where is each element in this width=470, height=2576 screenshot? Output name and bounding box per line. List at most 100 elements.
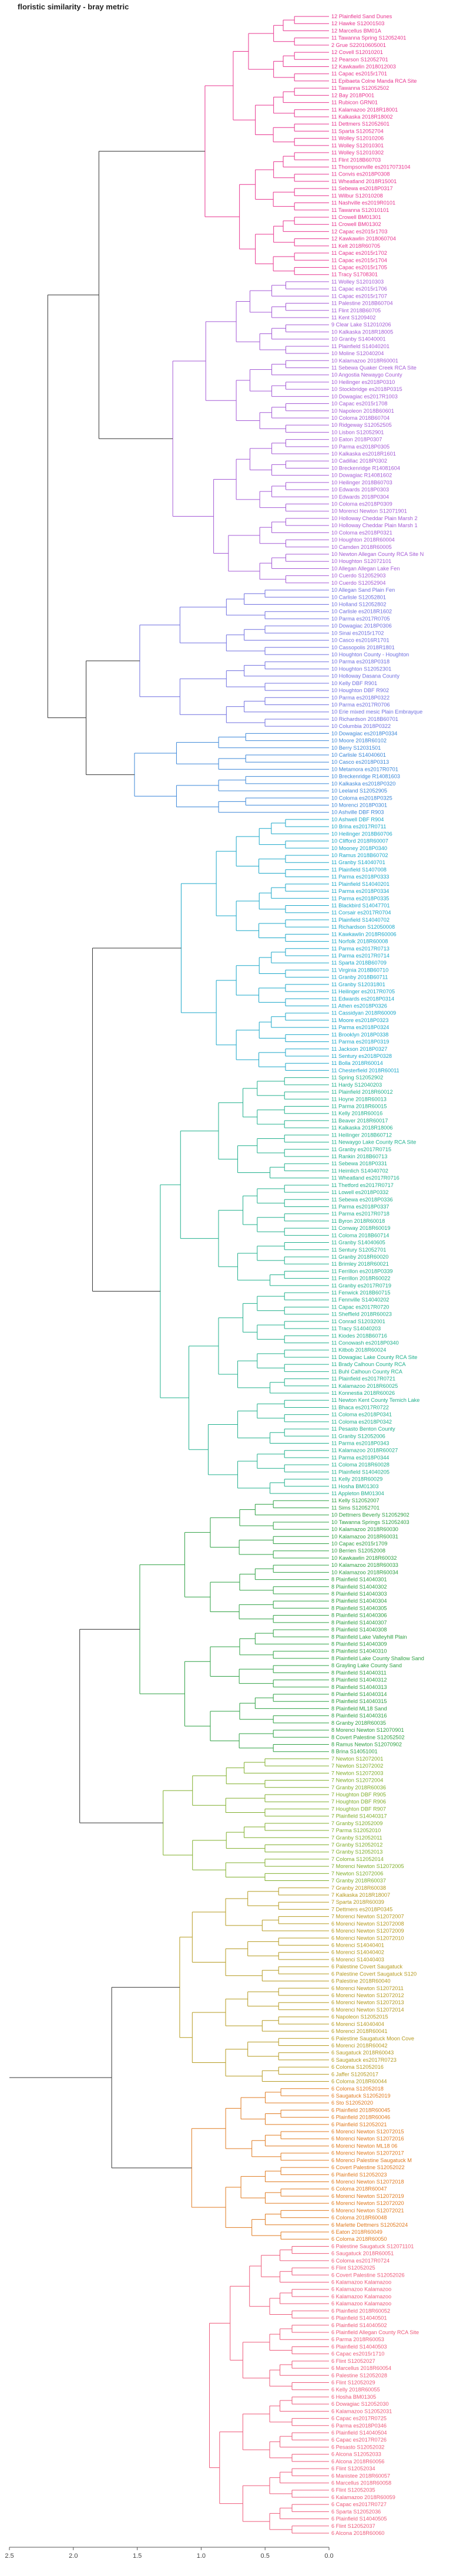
leaf-label: 8 Plainfield S14040312: [331, 1677, 387, 1683]
leaf-label: 10 Capac es2015r1708: [331, 401, 388, 407]
leaf-label: 11 Crowell BM01302: [331, 221, 381, 227]
leaf-label: 7 Granby 2018R60036: [331, 1785, 386, 1791]
leaf-label: 11 Pesasto Benton County: [331, 1426, 395, 1432]
leaf-label: 12 Kawkawlin 2018060704: [331, 236, 396, 242]
leaf-label: 7 Sparta 2018R60039: [331, 1899, 384, 1905]
leaf-label: 11 Corsair es2017R0704: [331, 910, 391, 916]
leaf-label: 10 Dowagiac R14081602: [331, 473, 392, 478]
leaf-label: 7 Granby S12052012: [331, 1842, 382, 1847]
leaf-label: 8 Plainfield S14040310: [331, 1648, 387, 1654]
leaf-label: 11 Capac es2015r1705: [331, 264, 387, 270]
leaf-label: 6 Flint S12052029: [331, 2380, 375, 2386]
leaf-label: 10 Holland S12052802: [331, 602, 387, 608]
leaf-label: 6 Flint S12052034: [331, 2466, 375, 2472]
leaf-label: 7 Morenci Newton S12072005: [331, 1863, 404, 1869]
leaf-label: 11 Capac es2015r1706: [331, 286, 387, 292]
leaf-label: 10 Parma es2018P0305: [331, 444, 390, 450]
leaf-label: 6 Plainfield 2018R60052: [331, 2308, 390, 2314]
leaf-label: 10 Kalamazoo 2018R60031: [331, 1533, 398, 1539]
leaf-label: 11 Wilbur S12010208: [331, 193, 383, 198]
leaf-label: 10 Sinai es2015r1702: [331, 630, 384, 636]
leaf-label: 10 Ramus 2018B60702: [331, 852, 388, 858]
leaf-label: 6 Flint S12052027: [331, 2358, 375, 2364]
leaf-label: 11 Kalkaska 2018R18006: [331, 1125, 393, 1131]
leaf-label: 11 Hosha BM01303: [331, 1483, 379, 1489]
leaf-label: 11 Kelly 2018R60016: [331, 1111, 382, 1117]
leaf-label: 6 Kelly 2018R60055: [331, 2387, 380, 2393]
leaf-label: 11 Kalamazoo 2018R60027: [331, 1448, 398, 1454]
leaf-label: 12 Pearson S12052701: [331, 56, 388, 62]
leaf-label: 8 Ramus Newton S12070902: [331, 1741, 402, 1747]
leaf-label: 6 Parma 2018R60053: [331, 2336, 384, 2342]
leaf-label: 6 Coloma S12052016: [331, 2064, 384, 2070]
leaf-label: 11 Tawanna Spring S12052401: [331, 35, 406, 41]
leaf-label: 11 Parma es2018P0334: [331, 888, 389, 894]
leaf-label: 11 Tawanna S12052502: [331, 85, 389, 91]
leaf-label: 11 Athen es2018P0326: [331, 1003, 387, 1009]
leaf-label: 6 Capac es2017R0725: [331, 2416, 387, 2422]
leaf-label: 11 Capac es2015r1701: [331, 71, 387, 77]
leaf-label: 6 Plainfield S12052023: [331, 2172, 387, 2177]
x-tick-label: 1.0: [197, 2553, 206, 2560]
leaf-label: 8 Granby 2018R60035: [331, 1720, 386, 1726]
leaf-label: 10 Angostia Newaygo County: [331, 372, 402, 378]
leaf-label: 11 Sparta 2018B60709: [331, 960, 387, 966]
leaf-label: 11 Sparta S12052704: [331, 128, 384, 134]
leaf-label: 10 Allegan Sand Plain Fen: [331, 587, 395, 593]
leaf-label: 10 Camden 2018R60005: [331, 544, 392, 550]
leaf-label: 6 Dowagiac S12052030: [331, 2401, 389, 2407]
leaf-label: 6 Palestine S12052028: [331, 2372, 387, 2378]
leaf-label: 10 Dowagiac es2017R1003: [331, 393, 398, 399]
leaf-label: 10 Kelly DBF R901: [331, 680, 377, 686]
x-tick-label: 2.0: [69, 2553, 78, 2560]
leaf-label: 7 Dettmers es2018P0345: [331, 1906, 392, 1912]
leaf-label: 6 Marcellus 2018R60058: [331, 2480, 391, 2486]
leaf-label: 11 Tracy S1708301: [331, 272, 378, 278]
leaf-label: 8 Grayling Lake County Sand: [331, 1663, 402, 1668]
leaf-label: 11 Sentury es2018P0328: [331, 1053, 392, 1059]
leaf-label: 10 Lisbon S12052901: [331, 429, 384, 435]
leaf-label: 11 Plainfield S14040201: [331, 881, 390, 887]
leaf-label: 6 Kalamazoo Kalamazoo: [331, 2294, 391, 2299]
leaf-label: 11 Jackson 2018P0327: [331, 1046, 387, 1052]
leaf-label: 10 Coloma es2018P0309: [331, 501, 392, 507]
leaf-label: 6 Coloma 2018R60048: [331, 2215, 387, 2221]
leaf-label: 8 Plainfield S14040303: [331, 1591, 387, 1597]
leaf-label: 11 Spring S12052902: [331, 1075, 383, 1081]
leaf-label: 11 Conowash es2018P0340: [331, 1340, 399, 1346]
leaf-label: 6 Plainfield S14040504: [331, 2430, 387, 2436]
leaf-label: 10 Kalamazoo 2018R60033: [331, 1562, 398, 1568]
leaf-label: 10 Morenci Newton S12071901: [331, 508, 407, 514]
leaf-label: 10 Erie mixed mesic Plain Embrayque: [331, 709, 422, 715]
leaf-label: 11 Ferrillon 2018R60022: [331, 1276, 390, 1282]
leaf-label: 6 Marcellus 2018R60054: [331, 2365, 391, 2371]
leaf-label: 11 Ferrillon es2018P0339: [331, 1268, 393, 1274]
leaf-label: 11 Kelt 2018R60705: [331, 243, 380, 249]
leaf-label: 6 Plainfield S14040505: [331, 2516, 387, 2522]
leaf-label: 7 Parma S12052010: [331, 1828, 381, 1833]
leaf-label: 6 Sto S12052020: [331, 2100, 373, 2106]
leaf-label: 10 Cuerdo S12052904: [331, 580, 385, 586]
leaf-label: 11 Parma es2018P0333: [331, 874, 389, 880]
leaf-label: 10 Leeland S12052905: [331, 788, 387, 794]
leaf-label: 11 Chesterfield 2018R60011: [331, 1067, 400, 1073]
leaf-label: 11 Conrad S12032001: [331, 1319, 385, 1324]
leaf-label: 8 Plainfield S14040308: [331, 1627, 387, 1633]
leaf-label: 6 Plainfield Allegan County RCA Site: [331, 2329, 419, 2335]
leaf-label: 11 Heilinger es2017R0705: [331, 989, 395, 994]
leaf-label: 10 Coloma es2018P0325: [331, 795, 392, 801]
leaf-label: 11 Coloma es2018P0341: [331, 1412, 392, 1418]
leaf-label: 10 Carlisle S12052801: [331, 594, 386, 600]
leaf-label: 6 Coloma 2018R60047: [331, 2186, 387, 2192]
leaf-label: 6 Flint S12052035: [331, 2487, 375, 2493]
leaf-label: 11 Parma es2018P0335: [331, 895, 389, 901]
leaf-label: 10 Breckenridge R14081603: [331, 774, 400, 780]
leaf-label: 11 Edwards es2018P0314: [331, 996, 394, 1002]
leaf-label: 11 Coloma es2018P0342: [331, 1419, 392, 1425]
leaf-label: 6 Morenci Newton S12072016: [331, 2136, 404, 2142]
leaf-label: 11 Kelly 2018R60029: [331, 1476, 382, 1482]
leaf-label: 10 Berrien S12052008: [331, 1548, 385, 1554]
leaf-label: 11 Capac es2017R0720: [331, 1304, 389, 1310]
leaf-label: 11 Granby S14040605: [331, 1240, 385, 1246]
leaf-label: 6 Palestine Saugatuck Moon Cove: [331, 2035, 414, 2041]
